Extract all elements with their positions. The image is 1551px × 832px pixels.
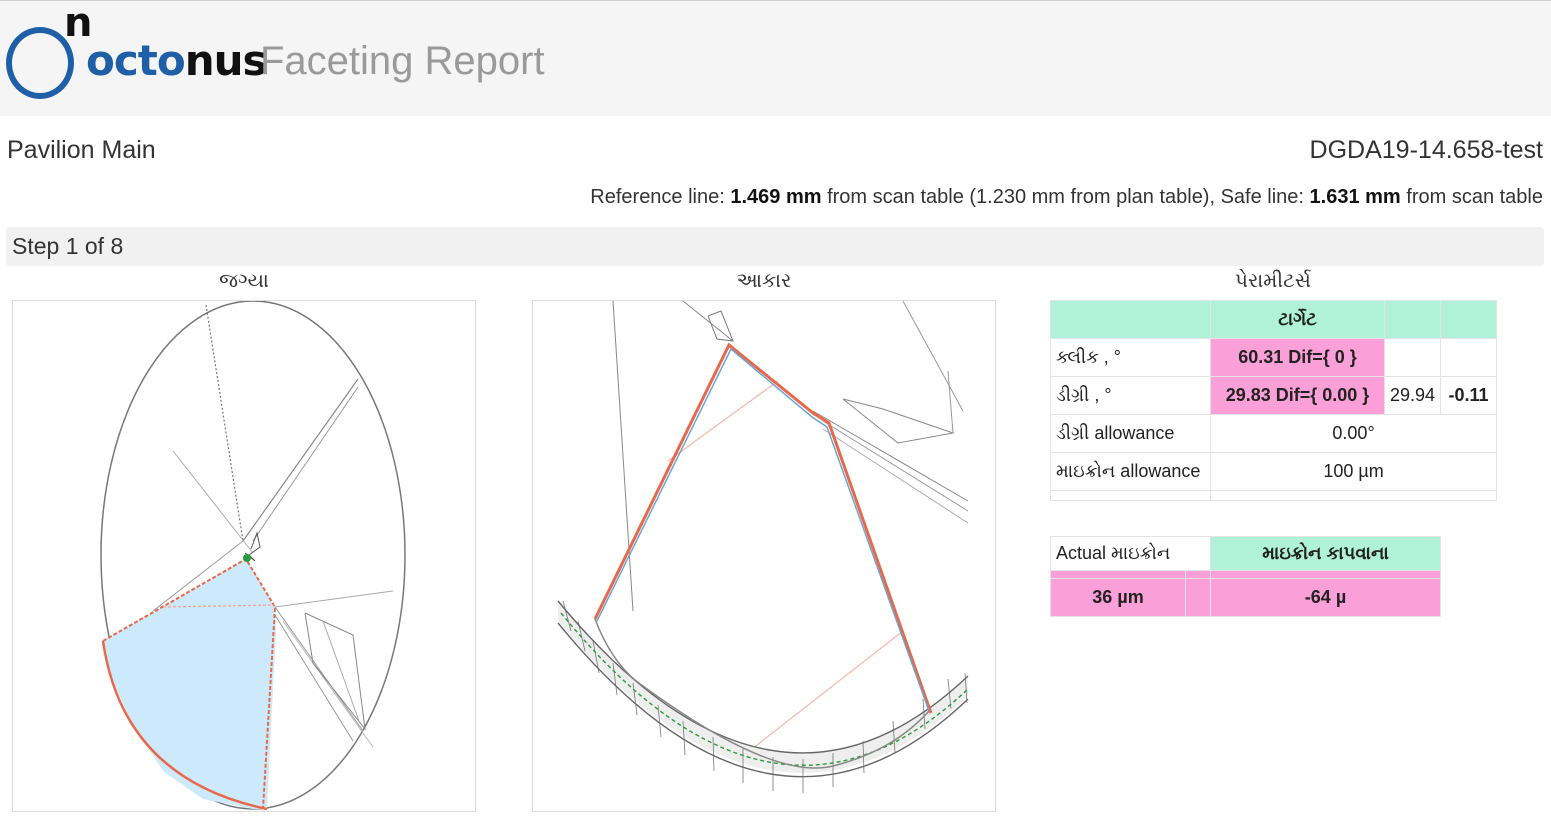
logo-octo: octo (86, 36, 186, 85)
shape-outline-red (593, 342, 933, 714)
report-title: Faceting Report (260, 39, 545, 83)
actual-header-row: Actual માઇક્રોન માઇક્રોન કાપવાના (1050, 536, 1441, 571)
guide-line-8 (274, 590, 394, 608)
param-diff: -0.11 (1440, 376, 1498, 415)
parameters-section-label: પેરામીટર્સ (1235, 268, 1311, 292)
octonus-logo-ring-icon (6, 27, 74, 99)
actual-label: Actual માઇક્રોન (1050, 536, 1211, 571)
param-label: ડીગ્રી allowance (1050, 414, 1211, 453)
params-header-diff (1440, 300, 1498, 339)
right-facet (842, 398, 955, 444)
shape-outline-blue (596, 347, 930, 712)
shape-section-label: આકાર (736, 268, 792, 292)
param-actual: 29.94 (1383, 376, 1442, 415)
param-label: ક્લીક , ° (1050, 338, 1211, 377)
param-label: માઇક્રોન allowance (1050, 452, 1211, 491)
cut-value: -64 µ (1210, 578, 1441, 617)
param-label: ડીગ્રી , ° (1050, 376, 1211, 415)
logo-nus: nus (184, 36, 268, 85)
position-section-label: જગ્યા (219, 268, 269, 292)
facet-outline-red (102, 557, 277, 810)
octonus-logo: octonus (86, 37, 267, 85)
param-target: 60.31 Dif={ 0 } (1210, 338, 1385, 377)
parameters-table: ટાર્ગેટ ક્લીક , ° 60.31 Dif={ 0 } ડીગ્રી… (1050, 300, 1498, 501)
position-view (12, 300, 476, 812)
bg-line-4 (947, 370, 954, 434)
spacer-cell (1050, 490, 1211, 501)
spacer-cell (1185, 570, 1211, 579)
bg-line-6 (822, 420, 969, 512)
reference-line-info: Reference line: 1.469 mm from scan table… (590, 186, 1543, 209)
param-actual (1383, 338, 1442, 377)
culet-cluster (244, 531, 261, 562)
param-target: 29.83 Dif={ 0.00 } (1210, 376, 1385, 415)
guide-line-2 (152, 540, 244, 612)
guide-line-6 (274, 614, 354, 742)
report-header: n octonus Faceting Report (0, 0, 1551, 116)
table-row: ડીગ્રી , ° 29.83 Dif={ 0.00 } 29.94 -0.1… (1050, 376, 1498, 415)
facet-name: Pavilion Main (7, 136, 156, 164)
shape-view (532, 300, 996, 812)
target-header: ટાર્ગેટ (1210, 300, 1385, 339)
shape-diagram (557, 301, 969, 793)
actual-value-row: 36 µm -64 µ (1050, 578, 1441, 617)
actual-spacer-row (1050, 570, 1441, 579)
project-id: DGDA19-14.658-test (1309, 136, 1543, 164)
bg-line-7 (822, 428, 969, 524)
guide-line-4 (172, 450, 254, 554)
table-row: ક્લીક , ° 60.31 Dif={ 0 } (1050, 338, 1498, 377)
side-facet-inner (322, 620, 360, 722)
girdle-hatching (562, 600, 968, 793)
guide-line-5 (274, 606, 364, 732)
bg-line-5 (812, 410, 969, 502)
param-value: 0.00° (1209, 414, 1498, 453)
guide-line-7 (282, 620, 374, 748)
girdle-top-edge (557, 600, 969, 754)
params-header-actual (1383, 300, 1442, 339)
facet-bottom-curve (594, 618, 930, 769)
bg-line-2 (682, 301, 734, 342)
safe-value: 1.631 mm (1309, 186, 1401, 208)
top-cluster (707, 310, 734, 342)
inner-line-1 (667, 380, 779, 462)
params-header-row: ટાર્ગેટ (1050, 300, 1498, 339)
girdle-band (558, 601, 968, 773)
param-value: 100 µm (1209, 452, 1498, 491)
facet-midline (162, 604, 276, 608)
side-facet (304, 612, 366, 731)
bg-line-3 (902, 301, 964, 412)
spacer-cell (1050, 570, 1186, 579)
logo-n-letter: n (64, 0, 93, 46)
ref-prefix: Reference line: (590, 186, 731, 208)
ref-mid: from scan table (1.230 mm from plan tabl… (821, 186, 1310, 208)
actual-micron-table: Actual માઇક્રોન માઇક્રોન કાપવાના 36 µm -… (1050, 536, 1441, 617)
guide-line-1 (242, 378, 359, 542)
step-bar: Step 1 of 8 (6, 227, 1544, 266)
main-facet-fill (103, 559, 276, 809)
ref-value: 1.469 mm (730, 186, 822, 208)
inner-line-2 (742, 630, 904, 757)
culet-point (243, 554, 251, 562)
safe-line (560, 612, 969, 766)
spacer-cell (1209, 490, 1498, 501)
params-header-blank (1050, 300, 1211, 339)
facet-bottom-edge (101, 640, 268, 811)
table-row: માઇક્રોન allowance 100 µm (1050, 452, 1498, 491)
table-row: ડીગ્રી allowance 0.00° (1050, 414, 1498, 453)
ref-suffix: from scan table (1400, 186, 1543, 208)
cut-header: માઇક્રોન કાપવાના (1210, 536, 1441, 571)
spacer-cell (1185, 578, 1211, 617)
table-row-spacer (1050, 490, 1498, 501)
bg-line-1 (612, 301, 634, 612)
guide-line-3 (252, 386, 359, 542)
param-diff (1440, 338, 1498, 377)
step-label: Step 1 of 8 (12, 233, 124, 259)
spacer-cell (1210, 570, 1441, 579)
actual-micron-value: 36 µm (1050, 578, 1186, 617)
girdle-bottom-edge (557, 622, 969, 778)
girdle-line-1 (205, 304, 244, 542)
position-diagram (100, 301, 406, 811)
